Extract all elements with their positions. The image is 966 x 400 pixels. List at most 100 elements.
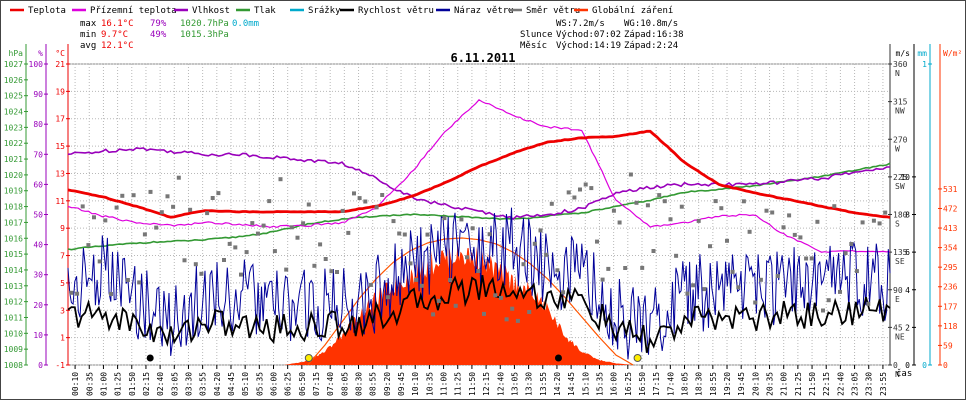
series-smer-vetru-point-68 <box>453 303 458 308</box>
series-rychlost-vetru <box>67 275 891 354</box>
stats-max-label: max <box>80 19 97 29</box>
axis-tick-label-pct-0: 0 <box>38 361 43 370</box>
stats-sun-rise: Východ:07:02 <box>556 30 621 40</box>
axis-tick-label-dir-7: 315 <box>893 98 908 107</box>
stats-avg-label: avg <box>80 41 96 51</box>
series-smer-vetru-point-22 <box>193 262 198 267</box>
axis-tick-label-pct-9: 90 <box>33 90 43 99</box>
x-tick-label-17: 07:15 <box>312 372 321 396</box>
axis-tick-label-pct-6: 60 <box>33 180 43 189</box>
stats-wg: WG:10.8m/s <box>624 19 678 29</box>
axis-tick-label-degc-5: 9 <box>60 224 65 233</box>
series-smer-vetru-point-126 <box>781 225 786 230</box>
series-smer-vetru-point-67 <box>448 278 453 282</box>
x-tick-label-45: 18:55 <box>709 372 718 396</box>
series-smer-vetru-point-45 <box>323 257 328 261</box>
series-smer-vetru-point-32 <box>250 221 255 226</box>
series-smer-vetru-point-19 <box>176 175 181 180</box>
series-smer-vetru-point-133 <box>821 308 825 313</box>
series-smer-vetru-point-112 <box>702 287 707 292</box>
moon-rise-marker <box>554 354 562 362</box>
axis-tick-label-hpa-15: 1023 <box>4 123 23 132</box>
x-tick-label-56: 23:30 <box>865 372 874 396</box>
series-smer-vetru-point-93 <box>595 239 599 244</box>
series-smer-vetru-point-52 <box>363 199 368 204</box>
sun-set-marker <box>633 354 642 362</box>
series-smer-vetru-point-61 <box>414 277 419 282</box>
series-smer-vetru-point-21 <box>188 207 193 212</box>
axis-dir-letter-7: NW <box>895 107 905 116</box>
x-tick-label-47: 19:45 <box>737 372 746 396</box>
legend-label-2: Vlhkost <box>192 6 230 16</box>
series-smer-vetru-point-96 <box>611 208 616 213</box>
series-smer-vetru-point-120 <box>747 229 752 234</box>
axis-tick-label-degc-11: 21 <box>55 60 65 69</box>
stats-max-hum: 79% <box>150 19 167 29</box>
x-tick-label-34: 14:20 <box>553 372 562 396</box>
series-smer-vetru-point-115 <box>719 206 724 211</box>
series-smer-vetru-point-132 <box>815 219 820 224</box>
axis-tick-label-hpa-8: 1016 <box>4 234 23 243</box>
axis-tick-label-ms-2: 4 <box>905 286 910 295</box>
series-smer-vetru-point-51 <box>357 196 362 201</box>
sun-rise-marker <box>304 354 313 362</box>
series-smer-vetru-point-48 <box>340 208 345 213</box>
series-smer-vetru-point-5 <box>97 259 102 264</box>
x-tick-label-37: 15:35 <box>595 372 604 396</box>
series-smer-vetru-point-13 <box>142 232 147 237</box>
axis-tick-label-pct-4: 40 <box>33 241 43 250</box>
axis-unit-mm: mm <box>917 49 927 58</box>
x-tick-label-49: 20:35 <box>766 372 775 396</box>
stats-min-label: min <box>80 30 96 40</box>
axis-tick-label-wm2-1: 59 <box>943 341 953 350</box>
axis-tick-label-dir-1: 45 <box>893 323 903 332</box>
x-tick-label-5: 02:15 <box>142 372 151 396</box>
series-smer-vetru-point-82 <box>532 241 537 246</box>
series-smer-vetru-point-59 <box>402 232 407 237</box>
x-tick-label-40: 16:50 <box>638 372 647 396</box>
series-smer-vetru-point-70 <box>465 255 469 260</box>
x-tick-label-48: 20:10 <box>751 372 760 396</box>
stats-max-temp: 16.1°C <box>101 19 134 29</box>
axis-tick-label-wm2-6: 354 <box>943 244 958 253</box>
series-smer-vetru-point-134 <box>826 298 831 303</box>
stats-sun-set: Západ:16:38 <box>624 30 684 40</box>
stats-max-rain: 0.0mm <box>232 19 259 29</box>
series-smer-vetru-point-94 <box>600 277 605 282</box>
axis-unit-ms: m/s <box>896 49 911 58</box>
series-smer-vetru-point-131 <box>809 256 814 261</box>
series-smer-vetru-point-30 <box>239 272 243 277</box>
x-tick-label-53: 22:15 <box>822 372 831 396</box>
axis-tick-label-dir-3: 135 <box>893 248 908 257</box>
series-smer-vetru-point-102 <box>645 203 650 208</box>
axis-dir-letter-6: W <box>895 144 900 153</box>
x-tick-label-24: 10:10 <box>411 372 420 396</box>
x-tick-label-38: 16:00 <box>610 372 619 396</box>
marks <box>67 99 891 366</box>
axis-tick-label-ms-3: 6 <box>905 248 910 257</box>
series-smer-vetru-point-135 <box>832 204 837 209</box>
axis-tick-label-hpa-3: 1011 <box>4 313 23 322</box>
axis-tick-label-pct-10: 100 <box>29 60 44 69</box>
axis-tick-label-hpa-12: 1020 <box>4 171 23 180</box>
axis-tick-label-degc-7: 13 <box>55 169 65 178</box>
x-tick-label-19: 08:05 <box>340 372 349 396</box>
series-smer-vetru-point-50 <box>352 191 356 196</box>
x-tick-label-9: 03:55 <box>199 372 208 396</box>
series-smer-vetru-point-20 <box>182 258 187 263</box>
series-smer-vetru-point-26 <box>216 191 221 196</box>
series-smer-vetru-point-110 <box>691 283 696 288</box>
x-tick-label-44: 18:30 <box>695 372 704 396</box>
series-smer-vetru-point-66 <box>442 216 447 221</box>
axis-tick-label-hpa-19: 1027 <box>4 60 23 69</box>
x-axis: 00:10 00:35 01:00 01:25 01:50 02:15 02:40 03:05… <box>71 365 888 396</box>
legend-label-6: Náraz větru <box>454 6 514 16</box>
series-smer-vetru-point-129 <box>798 235 803 240</box>
series-smer-vetru-point-72 <box>476 269 481 273</box>
series-smer-vetru-point-63 <box>425 232 430 237</box>
series-smer-vetru-point-141 <box>866 301 871 306</box>
series-smer-vetru-point-54 <box>374 205 379 210</box>
axis-tick-label-degc-6: 11 <box>55 197 65 206</box>
series-smer-vetru-point-74 <box>487 232 492 237</box>
